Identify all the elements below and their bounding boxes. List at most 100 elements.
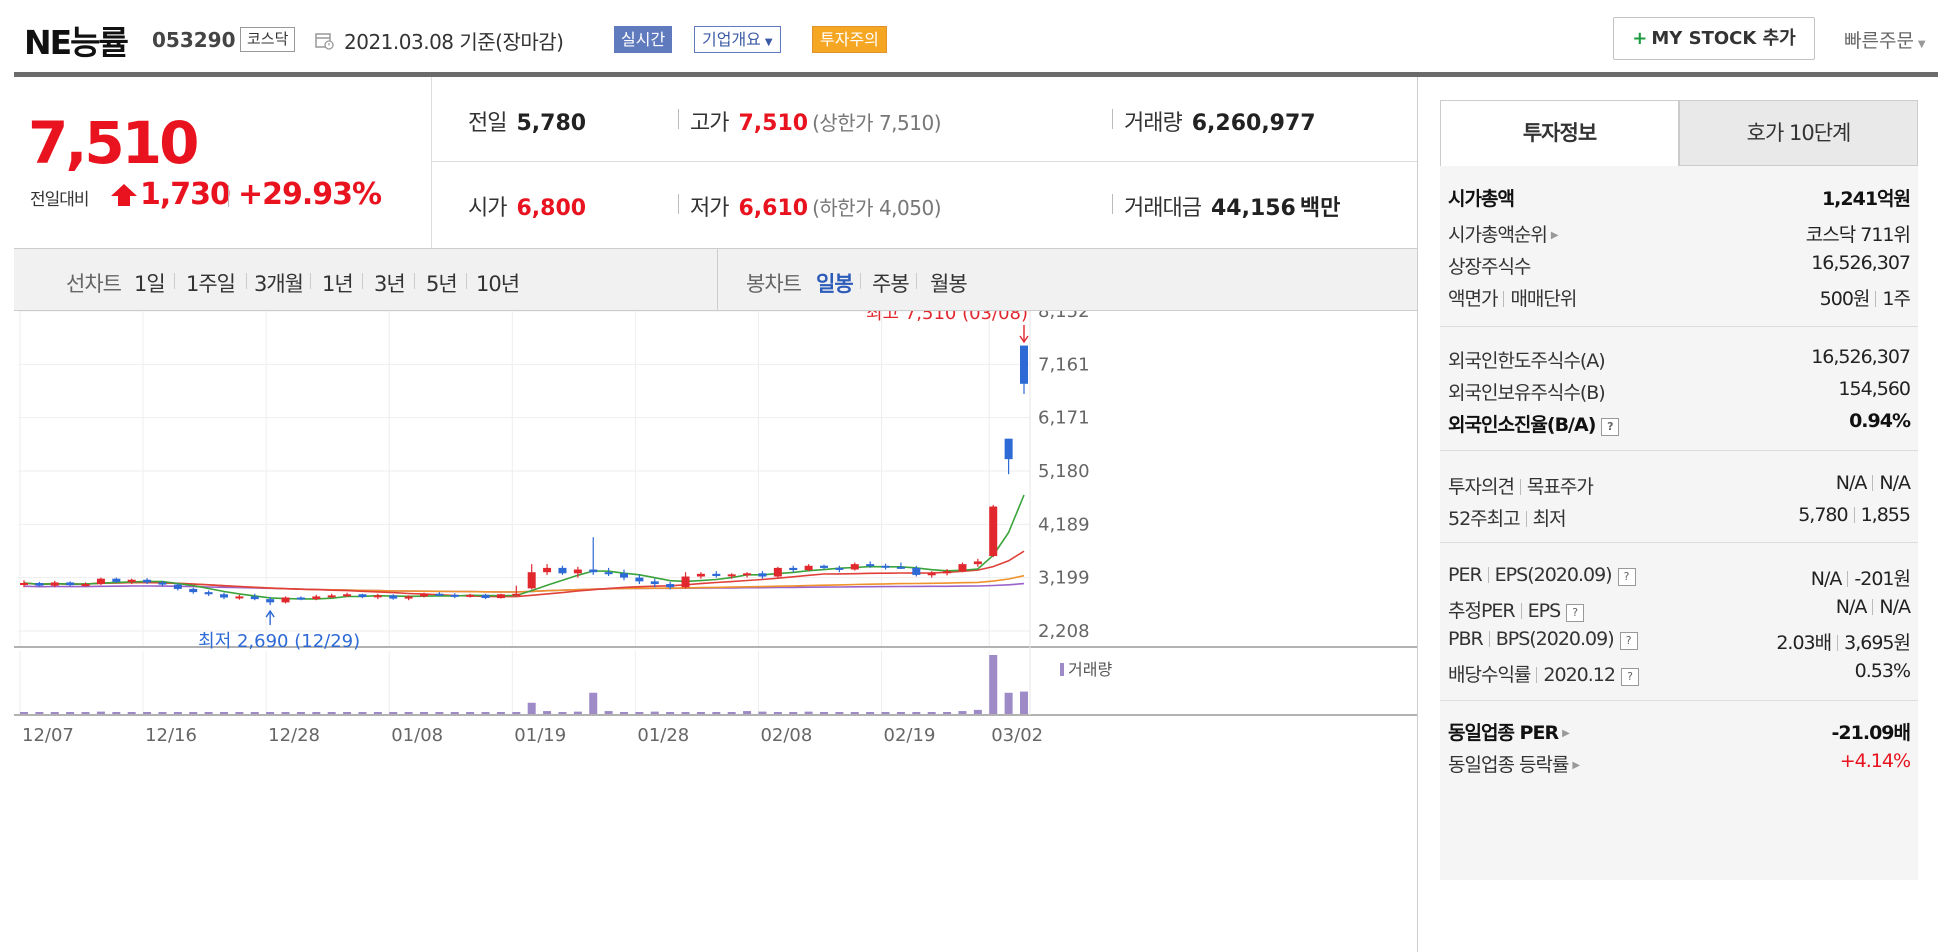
candle-period-1[interactable]: 주봉 (872, 272, 910, 296)
candle-body (850, 564, 859, 570)
period-separator (414, 273, 415, 289)
volume-bar (220, 712, 228, 714)
info-row: 배당수익률 2020.12? 0.53% (1448, 654, 1911, 690)
candle-body (758, 573, 767, 577)
invest-info-body: 시가총액 1,241억원 시가총액순위 ▶ 코스닥 711위 상장주식수 16,526,30… (1440, 166, 1918, 880)
help-icon[interactable]: ? (1617, 568, 1636, 586)
quote-separator (1112, 109, 1113, 129)
volume-bar (158, 712, 167, 714)
line-period-3[interactable]: 1년 (322, 272, 354, 296)
info-label[interactable]: 시가총액순위 ▶ (1448, 220, 1559, 247)
volume-bar (127, 712, 136, 714)
ma-line-20 (23, 550, 1025, 598)
panel-section-divider (1440, 326, 1918, 327)
info-row: 외국인소진율(B/A)? 0.94% (1448, 404, 1911, 440)
candle-body (189, 588, 198, 593)
info-value-text: 2.03배 (1776, 632, 1832, 654)
ma-line-5 (23, 494, 1025, 600)
period-separator (246, 273, 247, 289)
period-separator (362, 273, 363, 289)
line-period-4[interactable]: 3년 (374, 272, 406, 296)
line-period-2[interactable]: 3개월 (254, 272, 304, 296)
info-label-text: 시가총액순위 (1448, 224, 1548, 246)
candle-body (943, 571, 952, 574)
candle-body (435, 593, 444, 596)
candle-body (573, 569, 582, 574)
info-label-text: 외국인보유주식수(B) (1448, 382, 1606, 404)
tab-hoga-10[interactable]: 호가 10단계 (1679, 100, 1918, 166)
info-value: N/A N/A (1836, 472, 1911, 494)
line-period-5[interactable]: 5년 (426, 272, 458, 296)
add-my-stock-label: MY STOCK 추가 (1651, 28, 1796, 49)
candle-body (450, 594, 459, 597)
realtime-button[interactable]: 실시간 (614, 26, 673, 53)
candle-period-0[interactable]: 일봉 (816, 272, 854, 296)
volume-bar (989, 655, 998, 714)
calendar-icon (314, 30, 336, 52)
info-value-text: 코스닥 711위 (1805, 224, 1911, 246)
tab-invest-info[interactable]: 투자정보 (1440, 100, 1679, 166)
change-label: 전일대비 (30, 190, 90, 210)
quote-label: 고가 (690, 111, 729, 136)
line-period-1[interactable]: 1주일 (186, 272, 236, 296)
candle-body (896, 566, 905, 569)
info-label: PBR BPS(2020.09)? (1448, 628, 1638, 650)
max-annotation: 최고 7,510 (03/08) (866, 311, 1028, 324)
volume-bar (773, 712, 782, 714)
volume-bar (958, 711, 967, 714)
candle-body (620, 573, 628, 578)
x-tick-label: 02/08 (760, 725, 812, 746)
candle-body (881, 565, 890, 568)
info-row: 시가총액 1,241억원 (1448, 178, 1911, 214)
info-value: +4.14% (1840, 750, 1911, 772)
period-bar-divider (717, 249, 718, 310)
candle-body (527, 572, 536, 589)
volume-bar (666, 712, 675, 714)
quote-sub: (상한가 7,510) (812, 111, 941, 135)
volume-bar (312, 712, 321, 714)
info-value-text: 1주 (1882, 288, 1911, 310)
quote-label: 거래대금 (1124, 196, 1202, 221)
candle-body (358, 594, 367, 597)
info-label-text: 배당수익률 (1448, 664, 1531, 686)
help-icon[interactable]: ? (1566, 604, 1585, 622)
chart-svg: 520601208,1527,1616,1715,1804,1893,1992,… (14, 285, 1417, 746)
line-period-6[interactable]: 10년 (476, 272, 520, 296)
candle-body (927, 573, 936, 576)
info-label: 외국인한도주식수(A) (1448, 346, 1606, 373)
volume-bar (481, 712, 490, 714)
volume-bar (189, 712, 198, 714)
quote-label: 시가 (468, 196, 507, 221)
volume-bar (866, 712, 875, 714)
info-label[interactable]: 동일업종 PER ▶ (1448, 718, 1570, 745)
info-label: PER EPS(2020.09)? (1448, 564, 1636, 586)
x-tick-label: 12/28 (268, 725, 320, 746)
info-value: 16,526,307 (1811, 346, 1911, 368)
help-icon[interactable]: ? (1620, 668, 1639, 686)
candle-period-2[interactable]: 월봉 (930, 272, 968, 296)
volume-bar (173, 712, 182, 714)
company-overview-dropdown[interactable]: 기업개요 ▼ (694, 26, 781, 53)
info-value-text: 5,780 (1798, 504, 1848, 526)
period-separator (310, 273, 311, 289)
candle-body (696, 573, 705, 577)
info-label-text: 외국인한도주식수(A) (1448, 350, 1606, 372)
info-separator (1519, 479, 1521, 495)
volume-bar (912, 712, 921, 714)
add-my-stock-button[interactable]: + MY STOCK 추가 (1613, 17, 1815, 60)
line-period-0[interactable]: 1일 (134, 272, 166, 296)
info-value-text: N/A (1810, 568, 1843, 590)
info-separator (1847, 571, 1849, 587)
volume-bar (758, 711, 767, 714)
min-arrow-head (265, 609, 275, 618)
help-icon[interactable]: ? (1619, 632, 1638, 650)
candle-body (727, 574, 736, 577)
volume-bar (50, 712, 59, 714)
quick-order-button[interactable]: 빠른주문 ▼ (1844, 26, 1926, 53)
info-label-text: 추정PER (1448, 600, 1516, 622)
company-overview-label: 기업개요 (702, 30, 761, 49)
volume-bar (466, 712, 475, 714)
info-label[interactable]: 동일업종 등락률 ▶ (1448, 750, 1580, 777)
help-icon[interactable]: ? (1601, 418, 1620, 436)
volume-bar (450, 712, 459, 714)
